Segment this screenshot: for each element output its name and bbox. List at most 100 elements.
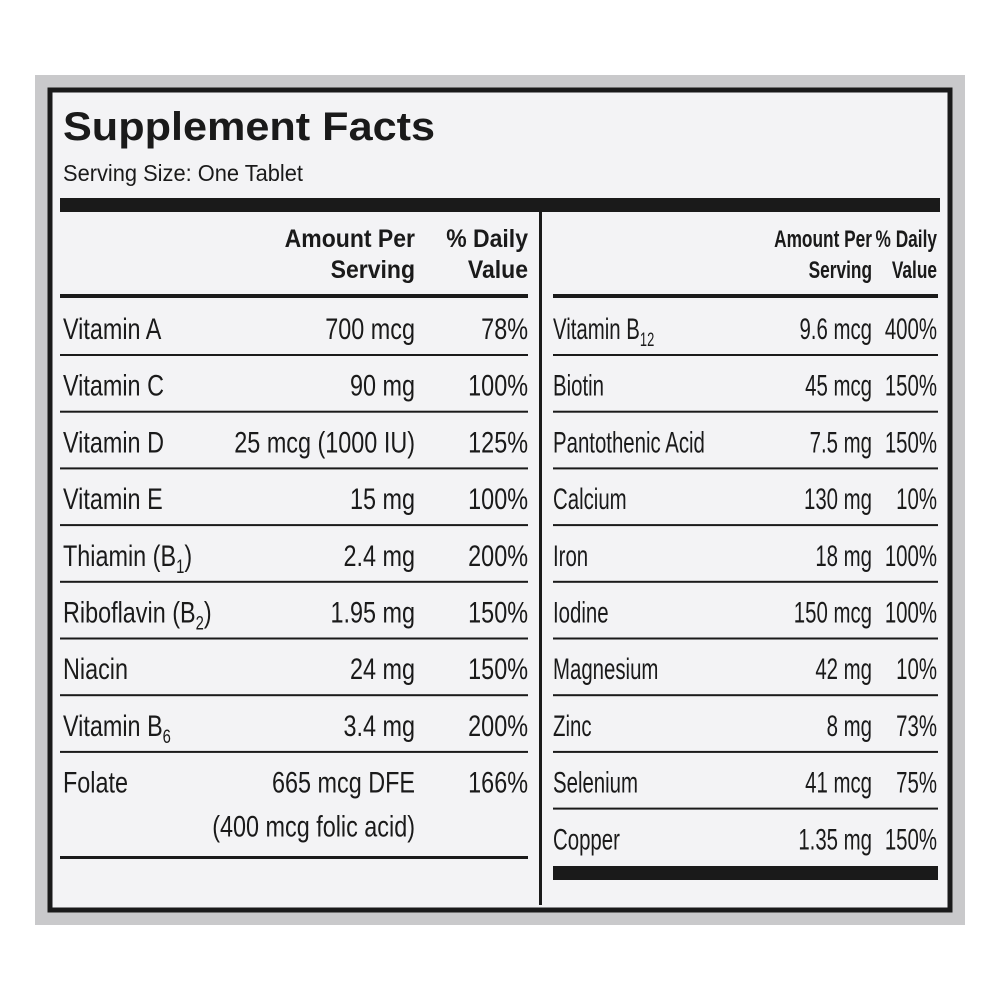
amount: 1.35 mg [798,824,872,857]
daily-value: 10% [896,653,937,686]
amount: 130 mg [804,483,872,516]
header-amount: Amount Per [285,225,415,253]
amount: 2.4 mg [343,539,415,572]
name: Magnesium [553,653,658,686]
daily-value: 150% [468,596,528,629]
amount: 15 mg [350,482,415,515]
daily-value: 78% [481,312,528,345]
name: Vitamin A [63,312,161,345]
daily-value: 100% [885,540,937,573]
row-rule [60,524,528,527]
daily-value: 150% [885,370,937,403]
name-end: ) [204,596,212,629]
daily-value: 166% [468,766,528,799]
row-rule [60,467,528,470]
daily-value: 150% [468,652,528,685]
daily-value: 100% [468,369,528,402]
nutrient-name: Magnesium [553,653,658,686]
daily-value: 73% [896,710,937,743]
amount: 9.6 mcg [799,313,872,346]
row-rule [60,637,528,640]
daily-value: 150% [885,824,937,857]
header-dv: % Daily [446,225,528,253]
name: Vitamin E [63,482,163,515]
amount: 150 mcg [794,597,872,630]
column-divider [539,212,542,905]
amount: 18 mg [815,540,872,573]
label [47,87,953,913]
row-rule [60,580,528,583]
row-rule [553,637,938,640]
amount: 42 mg [815,653,872,686]
name: Riboflavin (B [63,596,196,629]
bottom-rule [60,856,528,859]
amount: 700 mcg [325,312,415,345]
nutrient-name: Calcium [553,483,627,516]
nutrient-name: Vitamin D [63,426,164,459]
name: Folate [63,766,128,799]
name: Iron [553,540,588,573]
nutrient-name: Zinc [553,710,592,743]
name: Calcium [553,483,627,516]
header-amount: Serving [809,257,872,283]
nutrient-name: Iodine [553,597,609,630]
daily-value: 150% [885,427,937,460]
row-rule [553,750,938,753]
header-dv: Value [468,256,528,284]
amount: 7.5 mg [810,427,872,460]
nutrient-name: Riboflavin (B2) [63,596,212,634]
daily-value: 75% [896,767,937,800]
daily-value: 100% [468,482,528,515]
amount: 24 mg [350,652,415,685]
nutrient-name: Vitamin B6 [63,709,171,747]
name: Vitamin C [63,369,164,402]
row-rule [553,410,938,413]
header-rule [60,294,528,298]
amount: 8 mg [827,710,872,743]
name: Biotin [553,370,604,403]
amount: 25 mcg (1000 IU) [234,426,415,459]
name-end: ) [184,539,192,572]
header-amount: Serving [331,256,415,284]
nutrient-name: Niacin [63,652,128,685]
name: Vitamin B [553,313,640,346]
name: Selenium [553,767,638,800]
row-rule [60,694,528,697]
row-rule [553,807,938,810]
bottom-thick-rule [553,866,938,880]
name: Pantothenic Acid [553,427,705,460]
thick-rule [60,198,940,212]
nutrient-name: Pantothenic Acid [553,427,705,460]
nutrient-name: Iron [553,540,588,573]
daily-value: 200% [468,539,528,572]
amount: 665 mcg DFE [272,766,415,799]
daily-value: 400% [885,313,937,346]
row-rule [553,694,938,697]
nutrient-name: Biotin [553,370,604,403]
amount: 1.95 mg [330,596,415,629]
row-rule [553,354,938,356]
daily-value: 125% [468,426,528,459]
amount: 3.4 mg [343,709,415,742]
amount-note: (400 mcg folic acid) [212,810,415,843]
header-dv: % Daily [876,226,938,252]
daily-value: 200% [468,709,528,742]
serving-size: Serving Size: One Tablet [63,160,304,186]
subscript: 12 [640,330,654,351]
row-rule [60,750,528,753]
nutrient-name: Folate [63,766,128,799]
name: Thiamin (B [63,539,176,572]
subscript: 2 [196,613,204,634]
nutrient-name: Thiamin (B1) [63,539,192,577]
nutrient-name: Copper [553,824,620,857]
nutrient-name: Vitamin E [63,482,163,515]
nutrient-name: Selenium [553,767,638,800]
name: Iodine [553,597,609,630]
title: Supplement Facts [63,103,435,148]
header-dv: Value [892,257,937,283]
name: Vitamin D [63,426,164,459]
daily-value: 100% [885,597,937,630]
row-rule [553,580,938,583]
header-rule [553,294,938,298]
name: Niacin [63,652,128,685]
